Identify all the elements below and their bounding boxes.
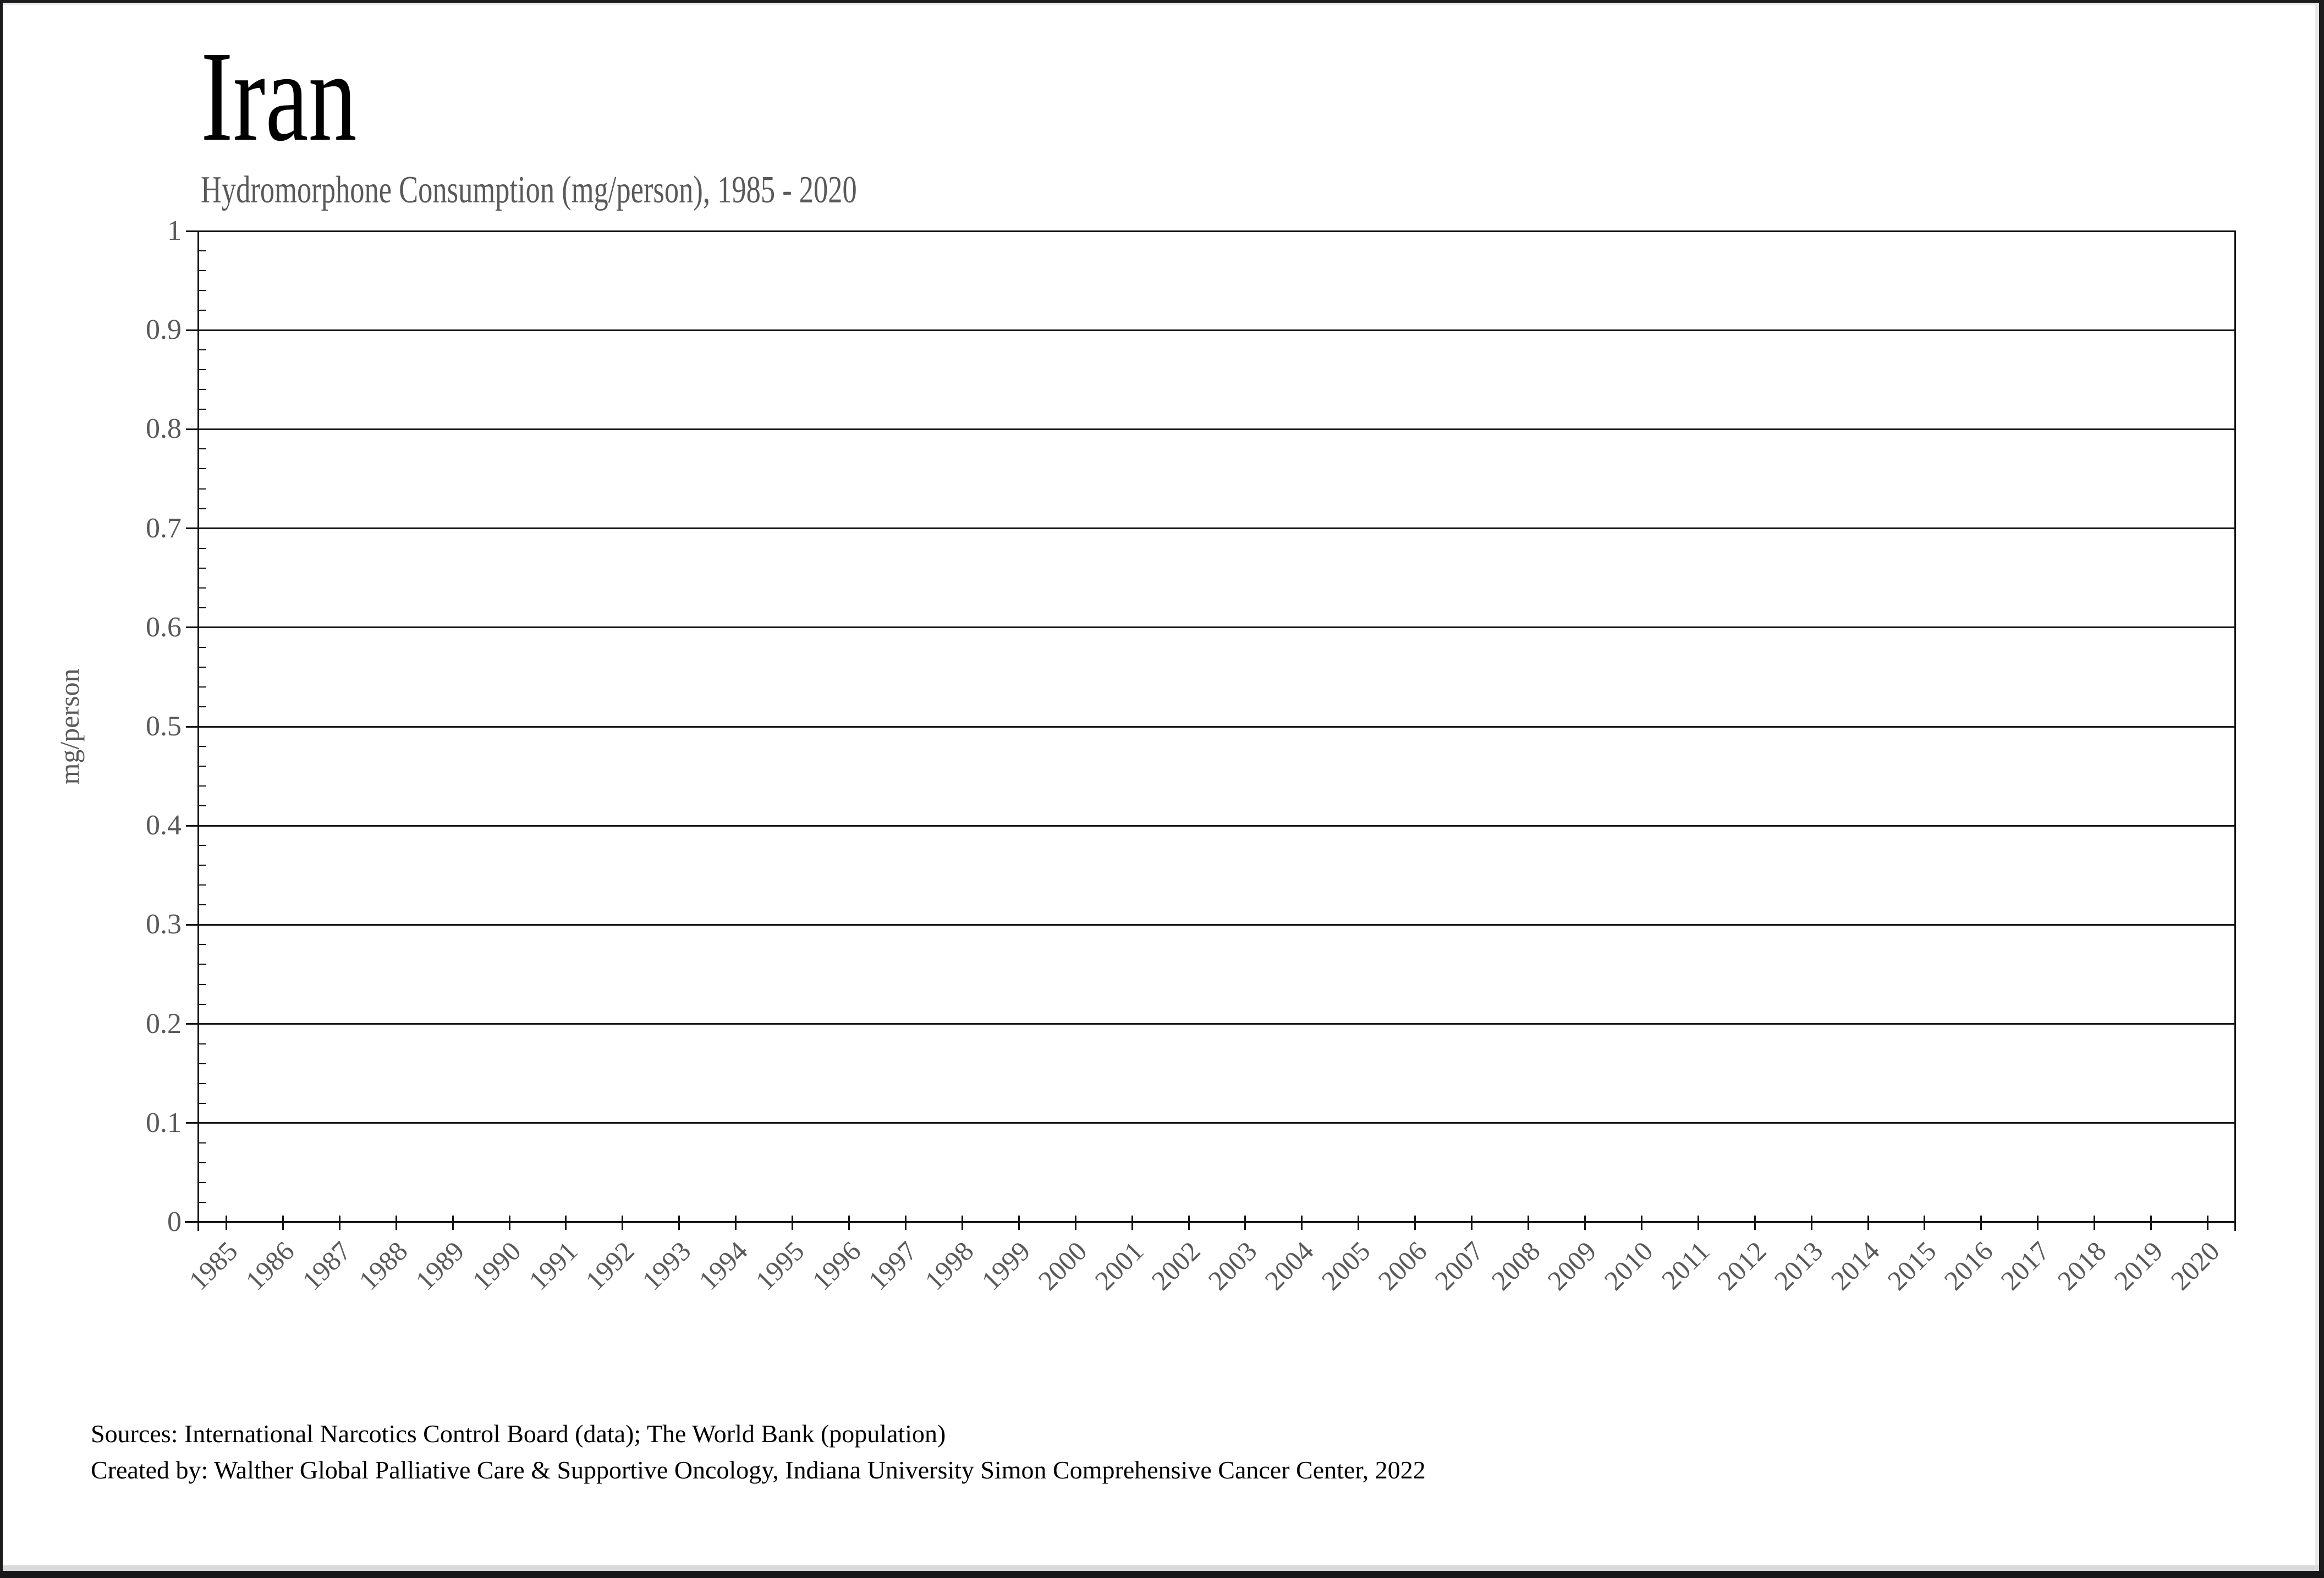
y-minor-tick [199, 746, 206, 747]
y-minor-tick [199, 944, 206, 945]
y-minor-tick [199, 448, 206, 450]
y-gridline [198, 1023, 2236, 1025]
y-minor-tick [199, 389, 206, 391]
y-minor-tick [199, 865, 206, 866]
y-major-tick [186, 824, 198, 827]
y-minor-tick [199, 250, 206, 252]
y-minor-tick [199, 646, 206, 648]
y-minor-tick [199, 1102, 206, 1104]
frame-left [0, 0, 3, 1578]
footer-sources: Sources: International Narcotics Control… [91, 1420, 946, 1448]
y-gridline [198, 626, 2236, 629]
y-major-tick [186, 428, 198, 430]
y-minor-tick [199, 686, 206, 688]
y-tick-label: 0 [167, 1206, 182, 1238]
y-tick-label: 0.5 [146, 711, 182, 742]
y-minor-tick [199, 349, 206, 351]
y-gridline [198, 1122, 2236, 1124]
y-minor-tick [199, 766, 206, 767]
y-minor-tick [199, 567, 206, 569]
y-gridline [198, 428, 2236, 430]
y-major-tick [186, 1023, 198, 1025]
y-tick-label: 0.1 [146, 1107, 182, 1139]
y-minor-tick [199, 488, 206, 490]
frame-bevel-bottom [0, 1565, 2324, 1571]
y-minor-tick [199, 409, 206, 410]
frame-bevel-right [2315, 3, 2319, 1571]
frame-right [2319, 0, 2324, 1578]
plot-border-right [2234, 231, 2236, 1231]
y-tick-label: 0.4 [146, 810, 182, 842]
y-minor-tick [199, 1082, 206, 1084]
y-major-tick [186, 230, 198, 232]
y-tick-label: 0.6 [146, 611, 182, 643]
y-minor-tick [199, 805, 206, 807]
y-tick-label: 0.3 [146, 909, 182, 941]
y-minor-tick [199, 547, 206, 549]
y-minor-tick [199, 785, 206, 787]
y-minor-tick [199, 845, 206, 846]
y-gridline [198, 824, 2236, 827]
footer-created: Created by: Walther Global Palliative Ca… [91, 1456, 1426, 1484]
y-tick-label: 1 [167, 215, 182, 246]
y-major-tick [186, 1122, 198, 1124]
y-minor-tick [199, 270, 206, 272]
y-gridline [198, 923, 2236, 926]
y-minor-tick [199, 1063, 206, 1064]
y-minor-tick [199, 666, 206, 668]
chart-subtitle: Hydromorphone Consumption (mg/person), 1… [201, 168, 1075, 213]
y-major-tick [186, 527, 198, 530]
y-tick-label: 0.7 [146, 512, 182, 544]
y-minor-tick [199, 1003, 206, 1005]
y-minor-tick [199, 290, 206, 292]
y-minor-tick [199, 1201, 206, 1203]
y-minor-tick [199, 369, 206, 371]
y-minor-tick [199, 310, 206, 311]
y-minor-tick [199, 1181, 206, 1183]
page-title-text: Iran [201, 25, 357, 168]
frame-top [0, 0, 2324, 3]
y-minor-tick [199, 508, 206, 509]
chart-subtitle-text: Hydromorphone Consumption (mg/person), 1… [201, 169, 857, 211]
y-minor-tick [199, 983, 206, 985]
y-minor-tick [199, 964, 206, 965]
y-minor-tick [199, 1043, 206, 1044]
y-minor-tick [199, 607, 206, 608]
y-gridline [198, 329, 2236, 331]
y-major-tick [186, 329, 198, 331]
frame-bevel-top [3, 3, 2319, 5]
y-major-tick [186, 626, 198, 629]
y-minor-tick [199, 884, 206, 886]
y-minor-tick [199, 587, 206, 589]
y-major-tick [186, 725, 198, 728]
y-major-tick [186, 923, 198, 926]
y-minor-tick [199, 1162, 206, 1163]
y-gridline [198, 527, 2236, 530]
y-axis-line [197, 231, 199, 1231]
page-title: Iran [201, 32, 409, 161]
y-minor-tick [199, 706, 206, 707]
y-tick-label: 0.9 [146, 314, 182, 346]
frame-bottom [0, 1571, 2324, 1578]
y-gridline [198, 725, 2236, 728]
plot-border-top [198, 230, 2236, 232]
y-minor-tick [199, 904, 206, 906]
y-minor-tick [199, 1142, 206, 1143]
y-minor-tick [199, 468, 206, 470]
y-tick-label: 0.2 [146, 1008, 182, 1040]
x-axis-line [185, 1221, 2236, 1223]
y-tick-label: 0.8 [146, 413, 182, 445]
